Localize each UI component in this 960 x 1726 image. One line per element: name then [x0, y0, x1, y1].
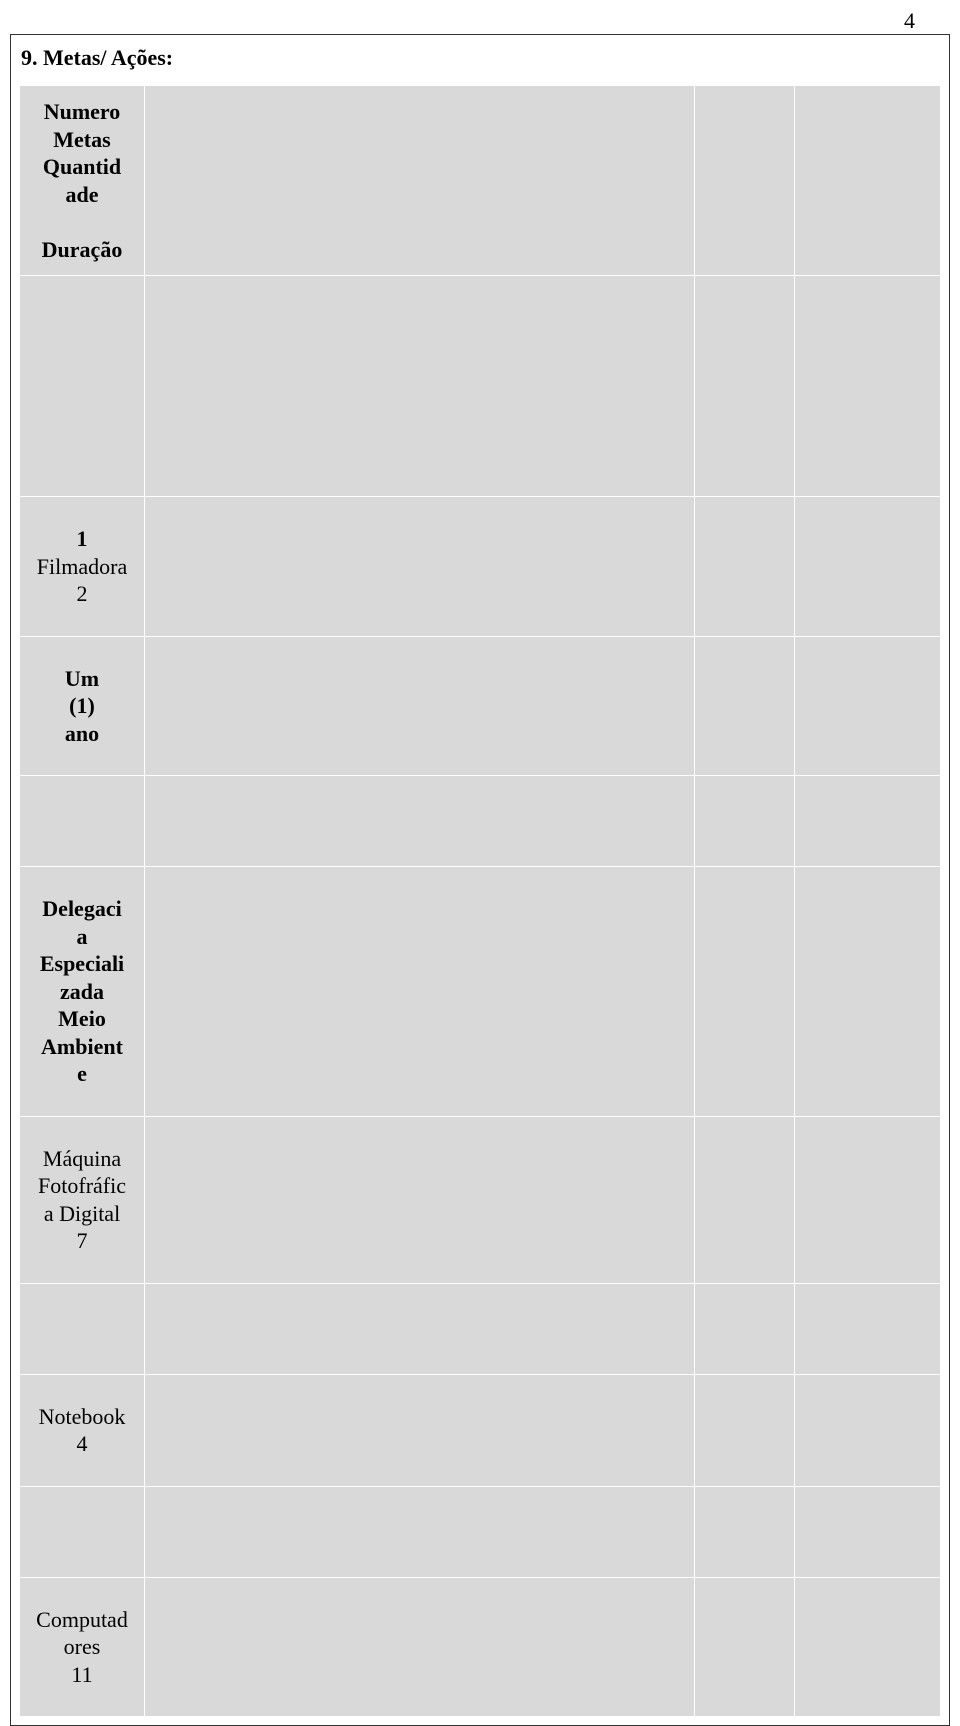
- row-line: zada: [60, 979, 104, 1004]
- spacer-row: [20, 1486, 941, 1577]
- empty-cell: [695, 867, 795, 1117]
- spacer-cell: [145, 1486, 695, 1577]
- empty-cell: [695, 1374, 795, 1486]
- empty-cell: [795, 636, 941, 776]
- empty-cell: [695, 1116, 795, 1283]
- row-line: ores: [64, 1634, 101, 1659]
- spacer-cell: [795, 776, 941, 867]
- spacer-cell: [145, 776, 695, 867]
- row-line: 7: [77, 1228, 88, 1253]
- cell-notebook: Notebook 4: [20, 1374, 145, 1486]
- spacer-cell: [145, 276, 695, 497]
- hdr-line: Duração: [42, 237, 123, 262]
- metas-table: Numero Metas Quantid ade Duração: [19, 85, 941, 1717]
- row-line: Especiali: [40, 951, 124, 976]
- cell-computadores: Computad ores 11: [20, 1577, 145, 1717]
- table-row: Máquina Fotofráfic a Digital 7: [20, 1116, 941, 1283]
- spacer-cell: [20, 776, 145, 867]
- row-line: (1): [69, 693, 95, 718]
- row-line: Ambient: [41, 1034, 123, 1059]
- empty-cell: [145, 1374, 695, 1486]
- row-line: 1: [77, 526, 88, 551]
- table-row: Notebook 4: [20, 1374, 941, 1486]
- spacer-cell: [795, 1486, 941, 1577]
- section-title: 9. Metas/ Ações:: [21, 45, 941, 71]
- table-row: Delegaci a Especiali zada Meio Ambient e: [20, 867, 941, 1117]
- empty-cell: [145, 1577, 695, 1717]
- empty-cell: [795, 1116, 941, 1283]
- spacer-cell: [20, 1486, 145, 1577]
- empty-cell: [145, 636, 695, 776]
- empty-cell: [145, 1116, 695, 1283]
- empty-cell: [795, 1374, 941, 1486]
- row-line: Notebook: [39, 1404, 126, 1429]
- row-line: 4: [77, 1431, 88, 1456]
- row-line: a Digital: [44, 1201, 120, 1226]
- table-header-row: Numero Metas Quantid ade Duração: [20, 86, 941, 276]
- empty-cell: [695, 1577, 795, 1717]
- row-line: Filmadora: [37, 554, 127, 579]
- empty-cell: [795, 867, 941, 1117]
- row-line: Máquina: [43, 1146, 121, 1171]
- spacer-cell: [795, 1283, 941, 1374]
- empty-cell: [695, 497, 795, 637]
- row-line: 11: [71, 1662, 92, 1687]
- hdr-line: Numero: [44, 99, 121, 124]
- empty-cell: [145, 497, 695, 637]
- spacer-cell: [695, 1283, 795, 1374]
- spacer-cell: [695, 1486, 795, 1577]
- spacer-cell: [695, 776, 795, 867]
- empty-cell: [795, 1577, 941, 1717]
- header-cell-col2: [145, 86, 695, 276]
- spacer-cell: [20, 1283, 145, 1374]
- hdr-line: Metas: [53, 127, 110, 152]
- row-line: Fotofráfic: [38, 1173, 126, 1198]
- header-cell-col1: Numero Metas Quantid ade Duração: [20, 86, 145, 276]
- spacer-row: [20, 776, 941, 867]
- spacer-row: [20, 276, 941, 497]
- page-number: 4: [0, 0, 960, 34]
- spacer-cell: [695, 276, 795, 497]
- spacer-cell: [20, 276, 145, 497]
- document-frame: 9. Metas/ Ações: Numero Metas Quantid ad…: [10, 34, 950, 1726]
- row-line: Delegaci: [42, 896, 121, 921]
- table-row: 1 Filmadora 2: [20, 497, 941, 637]
- empty-cell: [145, 867, 695, 1117]
- hdr-line: Quantid: [43, 154, 121, 179]
- cell-delegacia: Delegaci a Especiali zada Meio Ambient e: [20, 867, 145, 1117]
- spacer-row: [20, 1283, 941, 1374]
- spacer-cell: [795, 276, 941, 497]
- row-line: Computad: [36, 1607, 128, 1632]
- row-line: Meio: [58, 1006, 106, 1031]
- header-cell-col4: [795, 86, 941, 276]
- row-line: Um: [65, 666, 99, 691]
- empty-cell: [695, 636, 795, 776]
- row-line: 2: [77, 581, 88, 606]
- hdr-line: ade: [66, 182, 99, 207]
- row-line: ano: [65, 721, 99, 746]
- row-line: e: [77, 1061, 87, 1086]
- table-row: Computad ores 11: [20, 1577, 941, 1717]
- cell-maquina: Máquina Fotofráfic a Digital 7: [20, 1116, 145, 1283]
- cell-filmadora: 1 Filmadora 2: [20, 497, 145, 637]
- header-cell-col3: [695, 86, 795, 276]
- empty-cell: [795, 497, 941, 637]
- cell-um-ano: Um (1) ano: [20, 636, 145, 776]
- spacer-cell: [145, 1283, 695, 1374]
- row-line: a: [77, 924, 88, 949]
- table-row: Um (1) ano: [20, 636, 941, 776]
